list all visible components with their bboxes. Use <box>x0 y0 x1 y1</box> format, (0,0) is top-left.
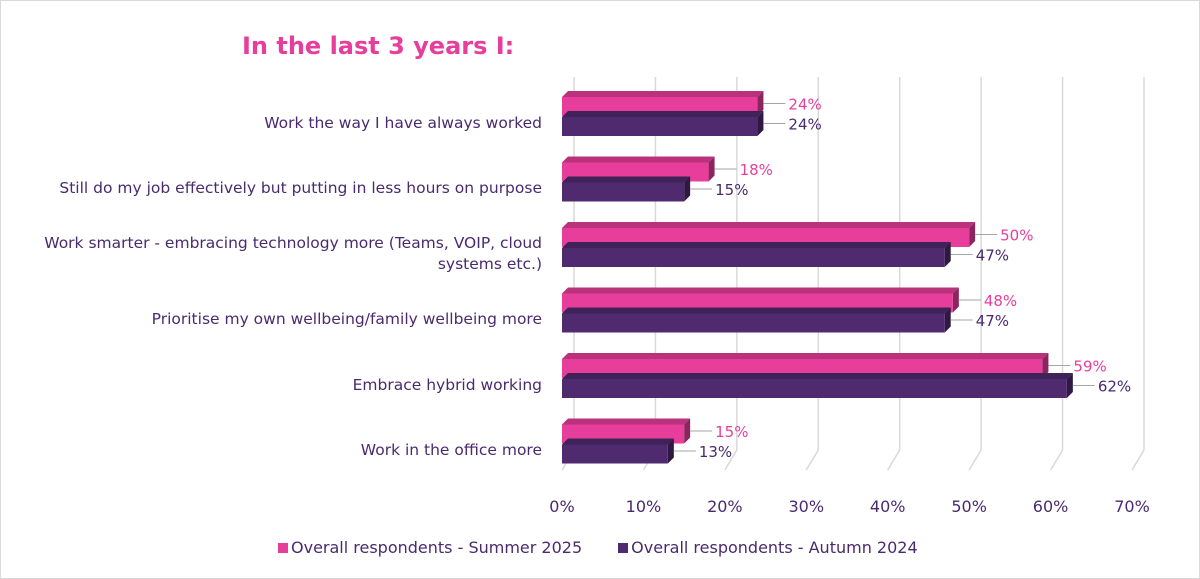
bar-top-face <box>562 287 959 294</box>
bar-top-face <box>562 156 715 163</box>
legend-item: Overall respondents - Summer 2025 <box>278 538 582 557</box>
gridline-floor <box>1049 449 1064 471</box>
data-label: 47% <box>976 312 1009 330</box>
gridline-floor <box>724 449 738 471</box>
bar-top-face <box>562 418 691 425</box>
data-label: 62% <box>1098 378 1131 396</box>
legend-label: Overall respondents - Summer 2025 <box>291 538 583 557</box>
data-label: 24% <box>788 96 821 114</box>
bar-side-face <box>969 222 976 247</box>
data-label: 59% <box>1073 358 1106 376</box>
bar-top-face <box>562 222 976 228</box>
bar-top-face <box>562 373 1073 379</box>
bar-side-face <box>684 418 691 444</box>
x-tick-label: 0% <box>549 497 574 516</box>
gridline-floor <box>968 449 982 471</box>
bar-side-face <box>944 307 951 333</box>
bar-autumn-2024 <box>562 313 945 333</box>
bar-top-face <box>562 111 764 117</box>
bar-top-face <box>562 242 951 248</box>
legend-label: Overall respondents - Autumn 2024 <box>631 538 918 557</box>
x-tick-label: 40% <box>870 497 906 516</box>
bar-autumn-2024 <box>562 379 1067 398</box>
bar-autumn-2024 <box>562 117 758 136</box>
category-label: Work the way I have always worked <box>264 113 542 132</box>
data-label: 24% <box>788 116 821 134</box>
bar-side-face <box>708 156 715 182</box>
chart-title: In the last 3 years I: <box>242 32 515 60</box>
bar-side-face <box>667 438 674 464</box>
bar-autumn-2024 <box>562 444 668 464</box>
legend-item: Overall respondents - Autumn 2024 <box>618 538 918 557</box>
bar-top-face <box>562 176 691 183</box>
bar-top-face <box>562 91 764 97</box>
x-tick-label: 10% <box>626 497 662 516</box>
bar-side-face <box>684 176 691 202</box>
data-label: 13% <box>699 443 732 461</box>
category-label: Work in the office more <box>360 441 542 459</box>
data-label: 47% <box>976 247 1009 265</box>
x-tick-label: 60% <box>1033 497 1069 516</box>
gridline-floor <box>887 449 901 471</box>
bar-side-face <box>757 91 764 116</box>
gridline-floor <box>805 449 819 471</box>
bar-side-face <box>944 242 951 267</box>
gridline-floor <box>1131 449 1145 471</box>
data-label: 50% <box>1000 227 1033 245</box>
category-label: Work smarter - embracing technology more… <box>44 234 542 273</box>
x-tick-label: 20% <box>707 497 743 516</box>
bar-autumn-2024 <box>562 248 945 267</box>
bar-side-face <box>757 111 764 136</box>
bar-top-face <box>562 438 674 445</box>
data-label: 15% <box>715 181 748 199</box>
category-label: Still do my job effectively but putting … <box>59 179 542 197</box>
data-label: 15% <box>715 423 748 441</box>
bar-side-face <box>952 287 959 313</box>
bar-top-face <box>562 353 1049 359</box>
legend-swatch <box>618 542 629 553</box>
legend-swatch <box>278 542 288 553</box>
x-tick-label: 30% <box>789 497 825 516</box>
bar-autumn-2024 <box>562 182 685 202</box>
bar-top-face <box>562 307 951 314</box>
category-label: Prioritise my own wellbeing/family wellb… <box>151 310 542 328</box>
bar-side-face <box>1066 373 1073 398</box>
x-tick-label: 70% <box>1114 497 1150 516</box>
data-label: 18% <box>740 161 773 179</box>
chart-legend: Overall respondents - Summer 2025 Overall… <box>278 538 918 557</box>
bar-side-face <box>1042 353 1049 378</box>
x-tick-label: 50% <box>951 497 987 516</box>
data-label: 48% <box>984 292 1017 310</box>
category-label: Embrace hybrid working <box>352 375 542 394</box>
